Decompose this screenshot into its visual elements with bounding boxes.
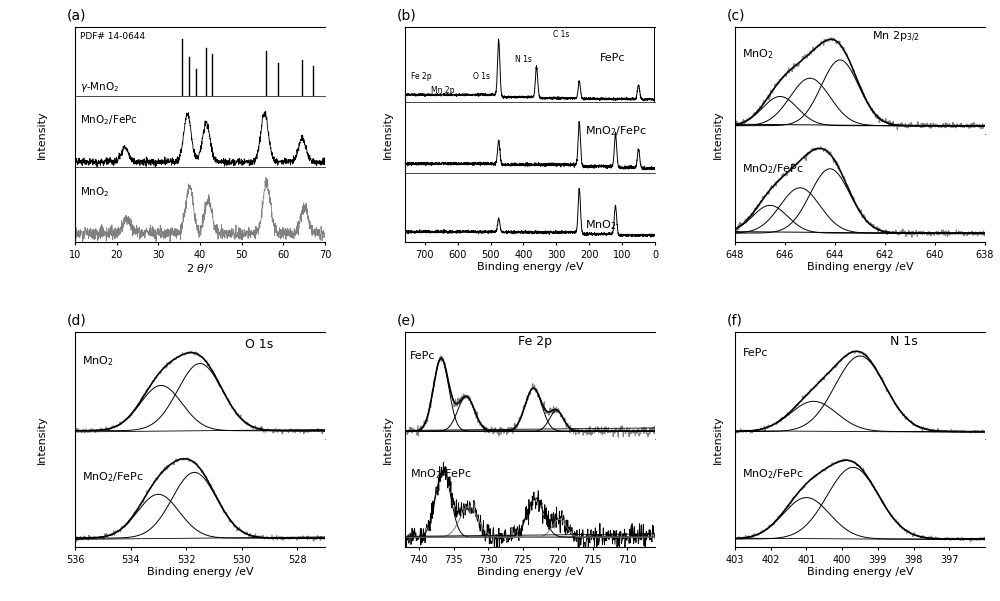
Text: (a): (a) — [67, 9, 87, 23]
Text: O 1s: O 1s — [473, 72, 490, 81]
X-axis label: 2 $\theta$/°: 2 $\theta$/° — [186, 262, 214, 275]
Text: N 1s: N 1s — [515, 55, 532, 64]
Text: MnO$_2$/FePc: MnO$_2$/FePc — [82, 471, 144, 484]
X-axis label: Binding energy /eV: Binding energy /eV — [147, 567, 253, 578]
Text: MnO$_2$: MnO$_2$ — [742, 47, 774, 61]
Text: Intensity: Intensity — [713, 110, 723, 159]
Text: FePc: FePc — [600, 53, 626, 63]
Text: Intensity: Intensity — [37, 110, 47, 159]
Text: (d): (d) — [67, 314, 87, 328]
Text: MnO$_2$: MnO$_2$ — [585, 218, 617, 232]
Text: PDF# 14-0644: PDF# 14-0644 — [80, 32, 145, 41]
Text: Fe 2p: Fe 2p — [411, 72, 432, 81]
Text: MnO$_2$/FePc: MnO$_2$/FePc — [742, 467, 804, 481]
Text: Fe 2p: Fe 2p — [518, 335, 552, 348]
Text: Mn 2p: Mn 2p — [431, 86, 455, 95]
Text: MnO$_2$/FePc: MnO$_2$/FePc — [80, 113, 138, 127]
Text: C 1s: C 1s — [553, 30, 569, 39]
Text: MnO$_2$/FePc: MnO$_2$/FePc — [742, 162, 804, 176]
Text: FePc: FePc — [410, 351, 436, 361]
Text: Intensity: Intensity — [383, 415, 393, 464]
Text: FePc: FePc — [742, 348, 768, 358]
Text: (b): (b) — [397, 9, 417, 23]
Text: MnO$_2$: MnO$_2$ — [80, 185, 110, 199]
Text: Intensity: Intensity — [713, 415, 723, 464]
Text: N 1s: N 1s — [890, 335, 918, 348]
Text: (c): (c) — [727, 9, 746, 23]
Text: (f): (f) — [727, 314, 743, 328]
Text: O 1s: O 1s — [245, 338, 273, 351]
X-axis label: Binding energy /eV: Binding energy /eV — [477, 262, 583, 272]
Text: MnO$_2$: MnO$_2$ — [82, 355, 114, 368]
Text: Intensity: Intensity — [37, 415, 47, 464]
Text: $\gamma$-MnO$_2$: $\gamma$-MnO$_2$ — [80, 81, 120, 94]
X-axis label: Binding energy /eV: Binding energy /eV — [477, 567, 583, 578]
Text: MnO$_2$/FePc: MnO$_2$/FePc — [585, 124, 647, 138]
Text: Intensity: Intensity — [383, 110, 393, 159]
Text: Mn 2p$_{3/2}$: Mn 2p$_{3/2}$ — [872, 30, 920, 44]
Text: (e): (e) — [397, 314, 416, 328]
X-axis label: Binding energy /eV: Binding energy /eV — [807, 567, 913, 578]
Text: MnO$_2$/FePc: MnO$_2$/FePc — [410, 467, 472, 481]
X-axis label: Binding energy /eV: Binding energy /eV — [807, 262, 913, 272]
